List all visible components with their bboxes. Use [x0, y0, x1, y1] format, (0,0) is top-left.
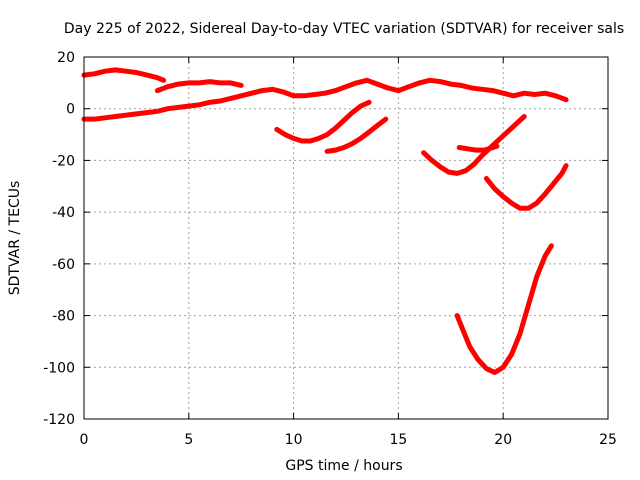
y-tick-label: -60 [52, 257, 75, 273]
x-tick-label: 5 [184, 432, 193, 448]
x-tick-label: 10 [285, 432, 303, 448]
y-tick-label: -20 [52, 153, 75, 169]
series-arc-4 [274, 99, 372, 144]
y-tick-label: -100 [43, 360, 75, 376]
x-tick-label: 0 [80, 432, 89, 448]
x-tick-label: 15 [389, 432, 407, 448]
series-arc-2 [154, 79, 244, 94]
y-tick-label: -40 [52, 205, 75, 221]
y-axis-label: SDTVAR / TECUs [7, 181, 23, 296]
plot-frame [83, 56, 609, 420]
y-tick-label: 20 [57, 50, 75, 66]
series-arc-6 [421, 114, 527, 176]
y-tick-label: -80 [52, 309, 75, 325]
y-tick-label: -120 [43, 412, 75, 428]
series-arc-3 [81, 77, 569, 122]
series-arc-8 [483, 163, 569, 211]
axis-ticks: 0 5 10 15 20 25 -120 -100 -80 -60 -40 -20 0 20 [43, 50, 617, 448]
chart-title: Day 225 of 2022, Sidereal Day-to-day VTE… [64, 21, 624, 37]
y-tick-label: 0 [66, 102, 75, 118]
series-arc-9 [454, 243, 554, 375]
series-arc-7 [456, 143, 500, 153]
data-series [81, 67, 569, 375]
grid-lines [84, 57, 608, 419]
x-axis-label: GPS time / hours [285, 458, 402, 474]
x-tick-label: 20 [494, 432, 512, 448]
series-arc-1 [81, 67, 167, 83]
x-tick-label: 25 [599, 432, 617, 448]
series-arc-5 [324, 116, 389, 154]
